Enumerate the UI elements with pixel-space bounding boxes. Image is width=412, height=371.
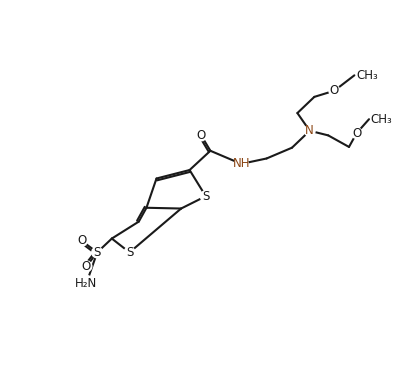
Circle shape: [200, 191, 211, 201]
Text: CH₃: CH₃: [370, 113, 392, 126]
Circle shape: [329, 85, 340, 96]
Text: O: O: [352, 127, 361, 139]
Circle shape: [304, 125, 315, 136]
Text: S: S: [202, 190, 209, 203]
Circle shape: [196, 130, 206, 141]
Circle shape: [234, 157, 248, 171]
Text: O: O: [330, 84, 339, 97]
Circle shape: [124, 247, 135, 258]
Circle shape: [79, 276, 94, 291]
Text: N: N: [305, 124, 314, 137]
Text: S: S: [94, 246, 101, 259]
Circle shape: [351, 128, 362, 138]
Text: CH₃: CH₃: [356, 69, 378, 82]
Circle shape: [81, 261, 92, 272]
Text: H₂N: H₂N: [75, 277, 98, 290]
Text: O: O: [197, 129, 206, 142]
Text: NH: NH: [232, 157, 250, 170]
Circle shape: [92, 247, 103, 258]
Text: S: S: [126, 246, 133, 259]
Text: O: O: [77, 234, 87, 247]
Circle shape: [76, 236, 87, 246]
Text: O: O: [82, 260, 91, 273]
